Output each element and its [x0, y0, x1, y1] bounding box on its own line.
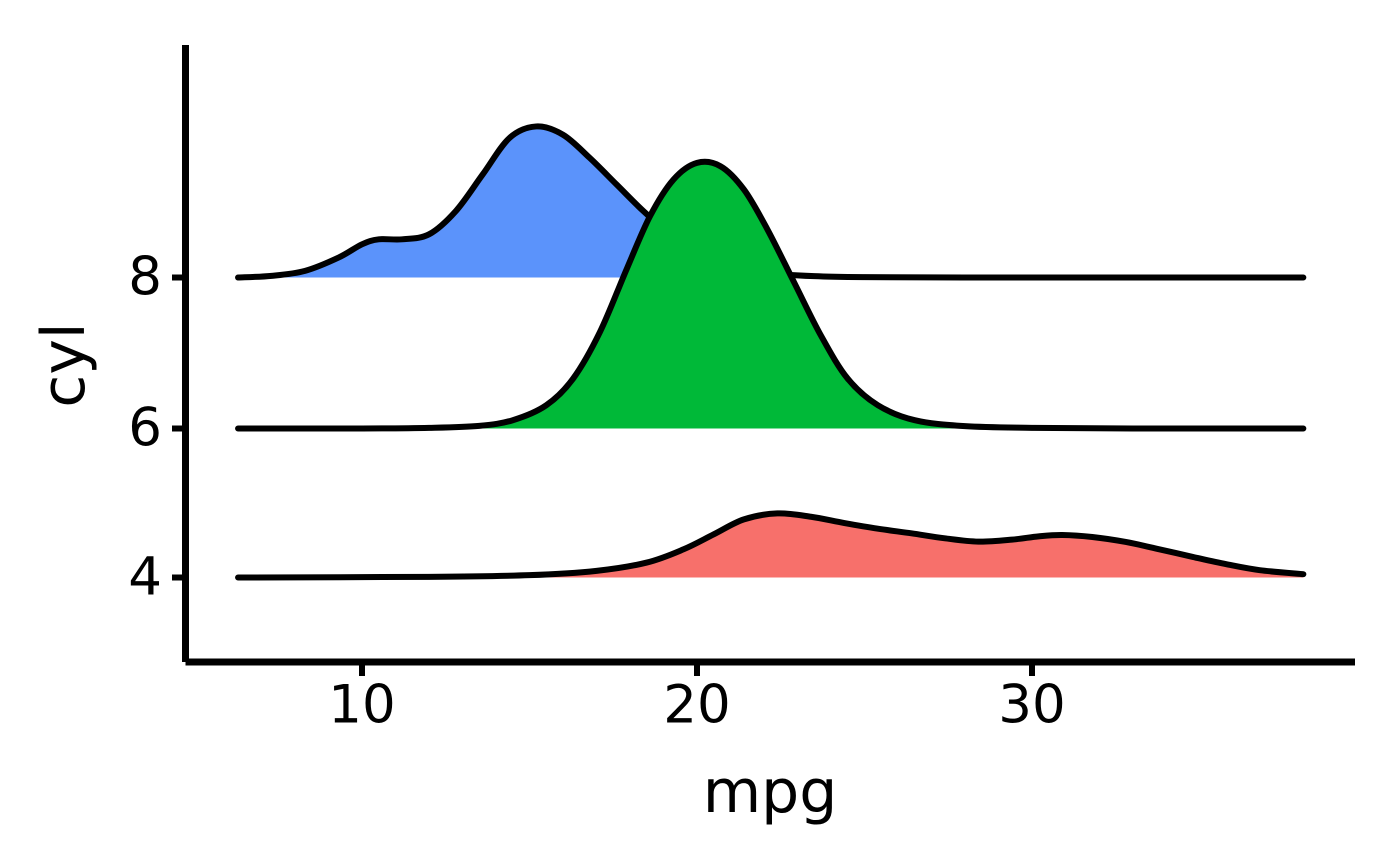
density-layer-cyl6 — [235, 158, 1307, 432]
y-tick-label-8: 8 — [128, 247, 162, 308]
y-tick-label-4: 4 — [128, 547, 162, 608]
axes-group: 8 6 4 10 20 30 mpg cyl — [29, 45, 1355, 827]
x-axis-title: mpg — [703, 757, 838, 827]
density-outline-cyl4 — [235, 510, 1307, 581]
x-tick-label-30: 30 — [998, 674, 1065, 735]
x-tick-label-20: 20 — [663, 674, 730, 735]
y-tick-label-6: 6 — [128, 398, 162, 459]
x-tick-label-10: 10 — [328, 674, 395, 735]
density-layers — [235, 123, 1307, 581]
density-layer-cyl8 — [235, 123, 1307, 281]
density-outline-cyl6 — [235, 158, 1307, 432]
density-fill-cyl6 — [238, 161, 1304, 429]
density-fill-cyl8 — [238, 126, 1304, 278]
density-outline-cyl8 — [235, 123, 1307, 281]
density-layer-cyl4 — [235, 510, 1307, 581]
density-fill-cyl4 — [238, 513, 1304, 578]
y-axis-title: cyl — [29, 322, 99, 407]
